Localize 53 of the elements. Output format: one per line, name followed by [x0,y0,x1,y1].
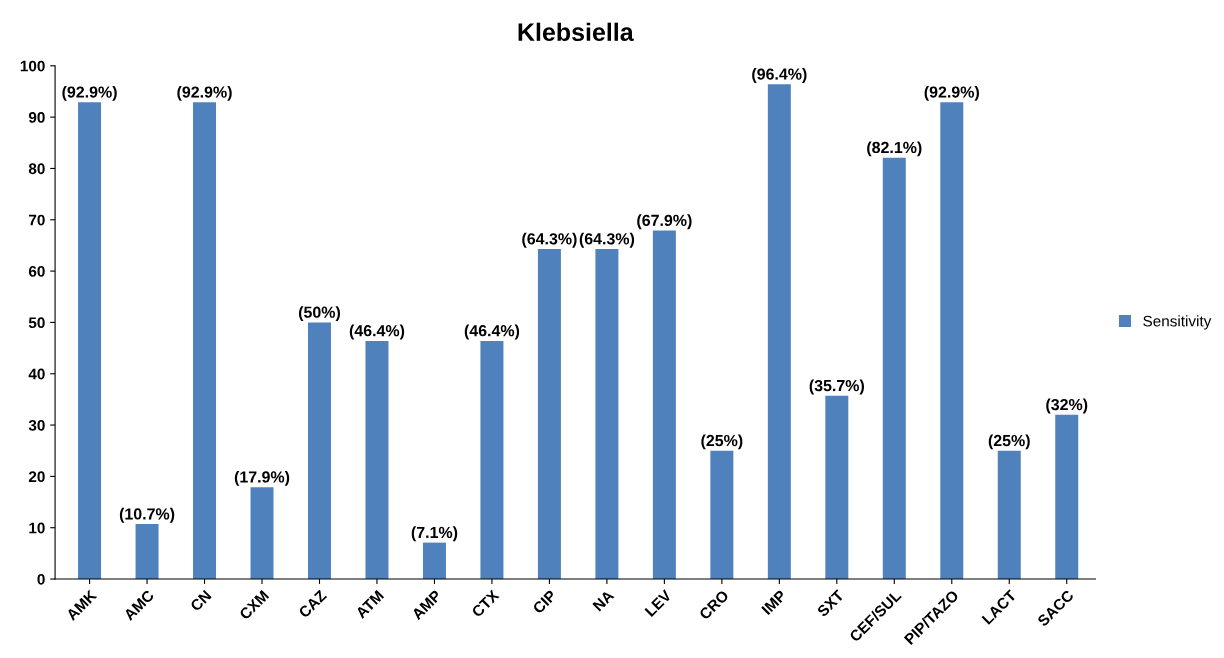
y-tick-label: 70 [29,214,45,226]
y-tick-label: 60 [28,265,45,277]
bar [307,322,331,580]
bar [365,340,389,580]
data-label: (17.9%) [234,470,290,486]
bar [595,249,619,580]
bar [193,102,217,580]
y-tick-label: 80 [28,163,45,175]
data-label: (7.1%) [411,526,458,542]
y-tick-label: 30 [28,419,45,431]
data-label: (32%) [1046,398,1088,414]
data-label: (92.9%) [177,85,232,101]
data-label: (25%) [988,434,1030,450]
bar [882,157,906,580]
bar [1055,414,1079,580]
data-label: (64.3%) [579,232,635,248]
data-label: (46.4%) [349,324,405,340]
data-label: (92.9%) [62,85,117,101]
bar [422,542,446,580]
x-tick-label: NA [592,589,615,612]
data-label: (96.4%) [752,68,807,83]
data-label: (10.7%) [119,507,175,523]
bar [135,524,159,580]
bar [78,102,102,580]
x-tick-label: CN [189,589,212,612]
data-label: (50%) [298,306,340,322]
chart-title: Klebsiella [518,22,634,42]
data-label: (35.7%) [809,379,864,395]
data-label: (46.4%) [464,324,520,340]
bar [710,450,734,580]
y-tick-label: 0 [37,573,45,585]
x-tick-label: IMP [761,589,787,616]
x-tick-label: CIP [532,589,557,615]
y-tick-label: 10 [29,522,45,534]
bar [940,102,964,580]
bar [480,340,504,580]
bar [250,487,274,580]
y-tick-label: 40 [28,368,45,380]
legend-label: Sensitivity [1143,315,1212,330]
y-tick-label: 90 [28,111,45,123]
y-tick-label: 100 [20,60,45,72]
y-tick-label: 50 [28,317,45,329]
data-label: (67.9%) [637,214,692,230]
bar [767,84,791,580]
data-label: (25%) [701,434,743,450]
data-label: (82.1%) [867,141,922,157]
bar [997,450,1021,580]
bar [825,395,849,580]
data-label: (64.3%) [522,232,577,248]
bar [652,230,676,580]
data-label: (92.9%) [924,85,979,101]
y-tick-label: 20 [28,471,45,483]
bar [537,249,561,580]
